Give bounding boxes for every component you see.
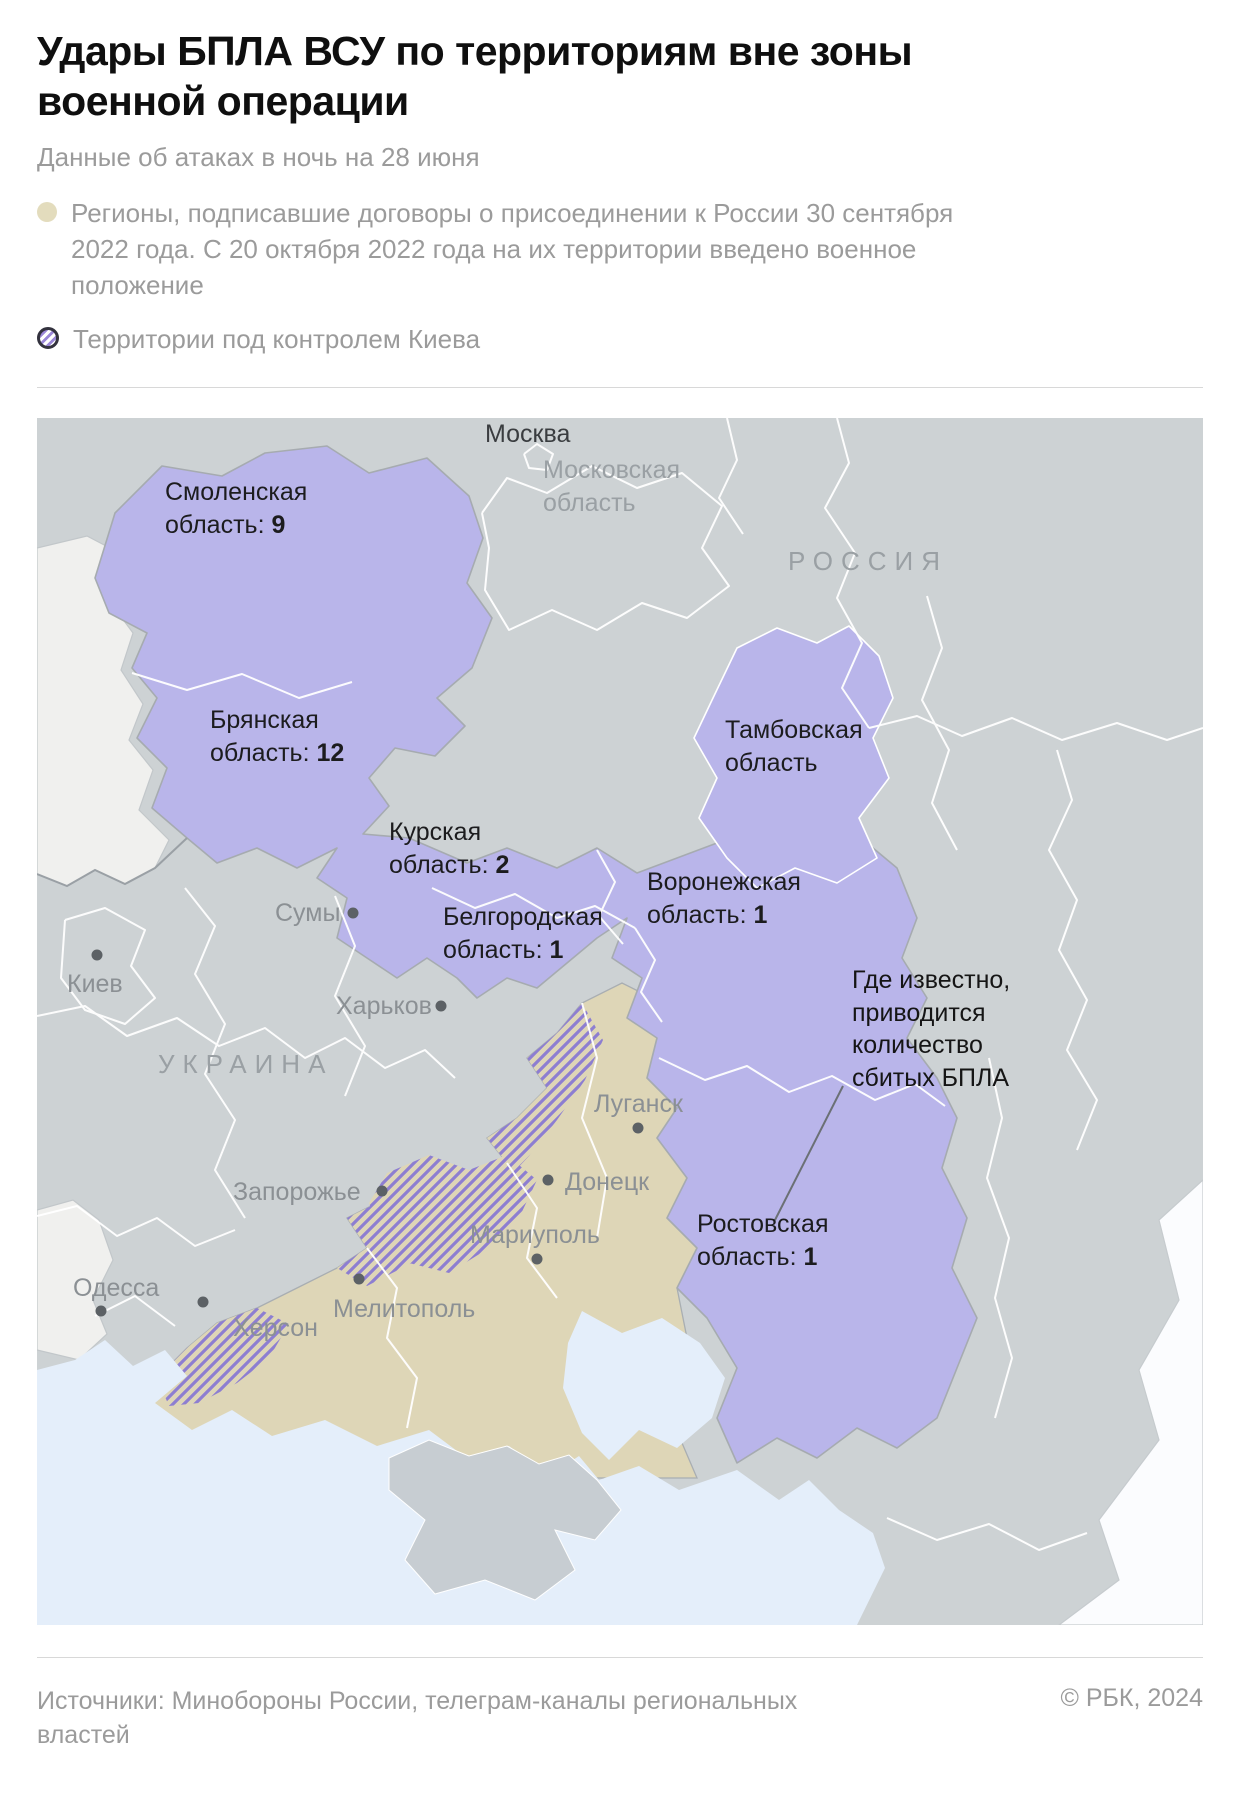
strike-count: 1 [753, 901, 768, 930]
legend-item-kyiv-controlled: Территории под контролем Киева [37, 321, 1203, 357]
country-label-russia: РОССИЯ [788, 546, 949, 577]
city-label-odesa: Одесса [73, 1274, 160, 1303]
region-label-tambov: Тамбовская область [725, 716, 863, 778]
city-label-zaporizhzhia: Запорожье [233, 1178, 361, 1207]
legend-text: Территории под контролем Киева [73, 324, 481, 355]
annotation-line [774, 1085, 844, 1221]
city-dot-kyiv [91, 949, 103, 961]
legend: Регионы, подписавшие договоры о присоеди… [37, 195, 1203, 357]
copyright-text: © РБК, 2024 [1060, 1684, 1203, 1713]
hatched-dot-icon [37, 327, 59, 350]
city-dot-kharkiv [435, 1000, 447, 1012]
city-dot-odesa [95, 1305, 107, 1317]
region-label-kursk: Курская область: 2 [389, 818, 510, 880]
kazakhstan-area [1058, 1179, 1203, 1626]
city-dot-sumy [347, 907, 359, 919]
city-label-mariupol: Мариуполь [470, 1221, 600, 1250]
beige-dot-icon [37, 202, 57, 223]
city-label-kyiv: Киев [67, 970, 123, 999]
strike-count: 1 [549, 936, 564, 965]
city-dot-melitopol [353, 1273, 365, 1285]
region-label-voronezh: Воронежская область: 1 [647, 868, 801, 930]
top-divider [37, 387, 1203, 389]
city-dot-donetsk [542, 1174, 554, 1186]
azov-sea [563, 1311, 725, 1461]
subtitle: Данные об атаках в ночь на 28 июня [37, 142, 480, 173]
map: РОССИЯ УКРАИНА Московская область Смолен… [37, 418, 1203, 1626]
region-label-rostov: Ростовская область: 1 [697, 1210, 829, 1272]
map-svg [37, 418, 1203, 1626]
city-dot-luhansk [632, 1122, 644, 1134]
strike-count: 1 [803, 1243, 818, 1272]
legend-text: Регионы, подписавшие договоры о присоеди… [71, 198, 954, 301]
country-border [37, 837, 188, 888]
city-dot-kherson [197, 1296, 209, 1308]
city-dot-mariupol [531, 1253, 543, 1265]
region-label-bryansk: Брянская область: 12 [210, 706, 345, 768]
footer: Источники: Минобороны России, телеграм-к… [37, 1684, 1203, 1752]
sources-text: Источники: Минобороны России, телеграм-к… [37, 1687, 798, 1750]
city-label-sumy: Сумы [275, 899, 341, 928]
moldova-area [37, 1199, 114, 1361]
city-label-kherson: Херсон [233, 1314, 318, 1343]
hatched-area-kherson [157, 1308, 289, 1407]
annotation-note: Где известно, приводится количество сбит… [852, 966, 1011, 1092]
region-label-smolensk: Смоленская область: 9 [165, 478, 308, 540]
legend-item-annexed: Регионы, подписавшие договоры о присоеди… [37, 195, 1203, 303]
crimea-peninsula [388, 1439, 622, 1601]
hatched-area-zaporizhzhia [369, 1155, 537, 1274]
city-label-moscow: Москва [485, 420, 571, 449]
city-dot-zaporizhzhia [376, 1185, 388, 1197]
bottom-divider [37, 1657, 1203, 1659]
city-label-kharkiv: Харьков [336, 992, 432, 1021]
strike-count: 9 [271, 511, 286, 540]
area-label-moscow-oblast: Московская область [543, 456, 681, 517]
region-label-belgorod: Белгородская область: 1 [443, 903, 603, 965]
city-label-melitopol: Мелитополь [333, 1295, 476, 1324]
strike-count: 2 [495, 851, 510, 880]
city-label-luhansk: Луганск [594, 1090, 683, 1119]
page-title: Удары БПЛА ВСУ по территориям вне зоны в… [37, 28, 913, 125]
city-label-donetsk: Донецк [565, 1168, 650, 1197]
strike-count: 12 [316, 739, 345, 768]
highlighted-regions [94, 445, 978, 1464]
region-borders-white [37, 418, 1203, 1552]
country-label-ukraine: УКРАИНА [158, 1049, 334, 1080]
